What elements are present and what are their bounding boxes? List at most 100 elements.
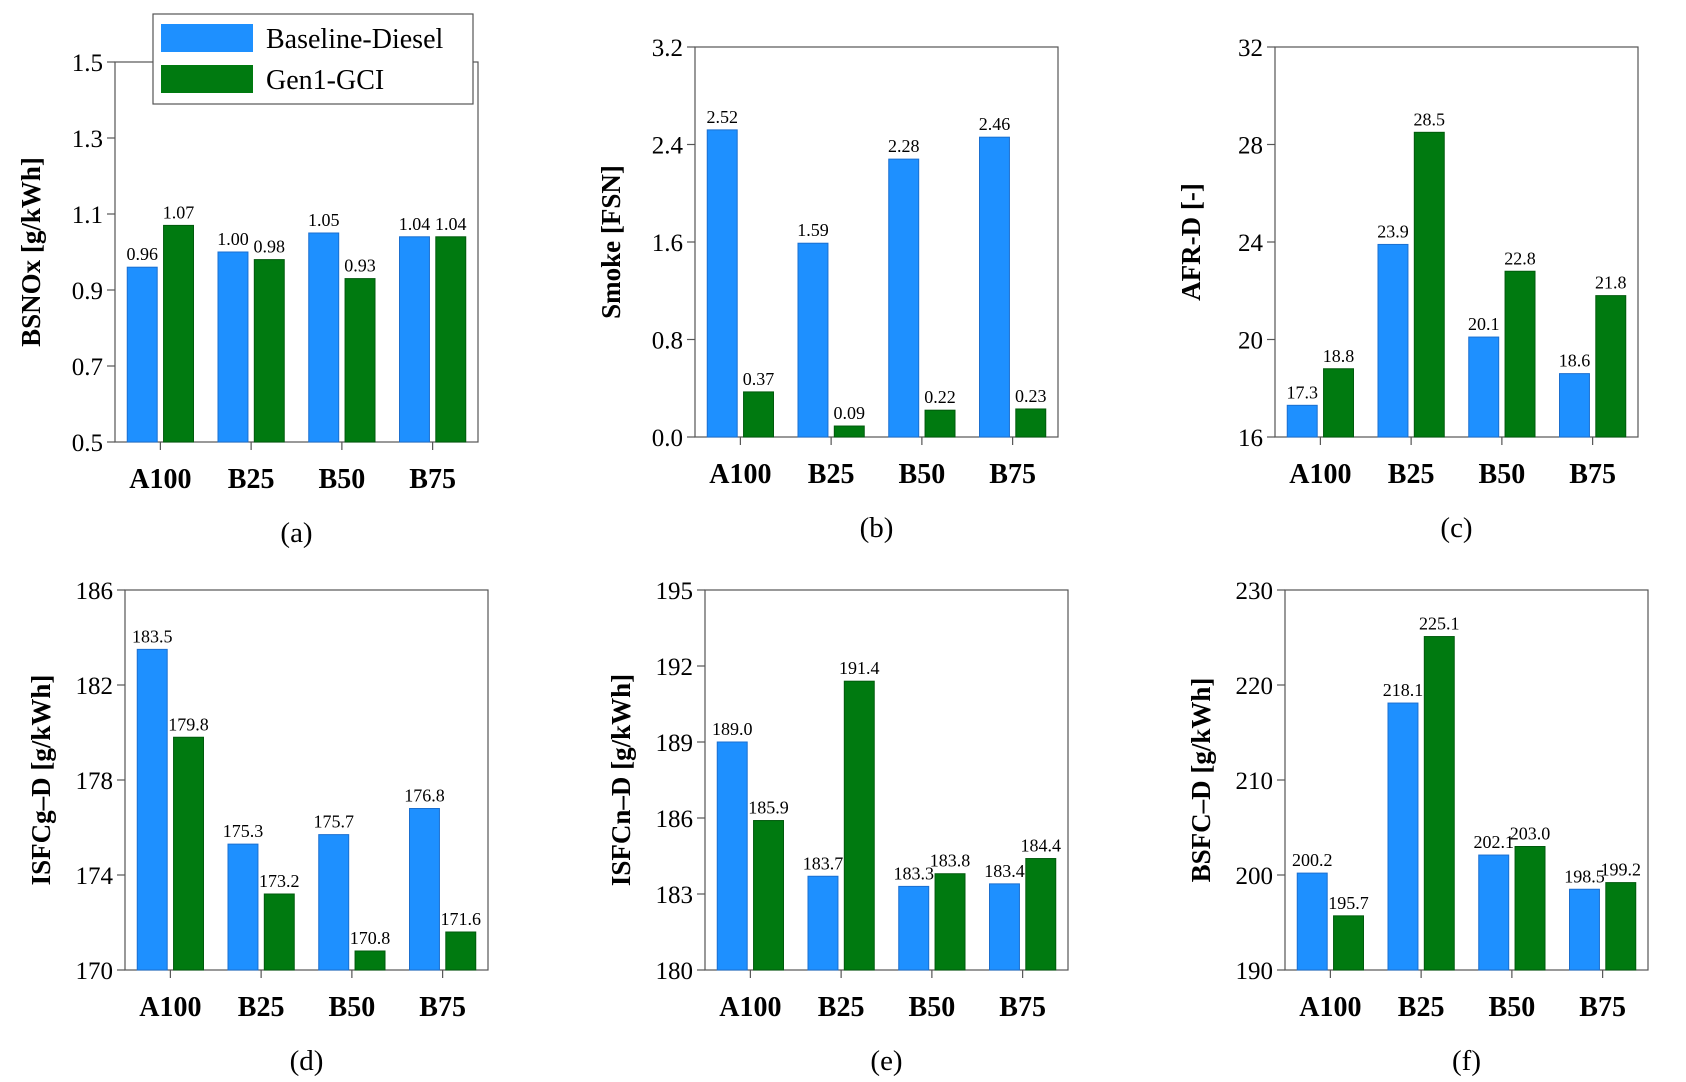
panel-letter: (b) xyxy=(860,512,894,544)
bar-baseline-diesel-b75 xyxy=(989,883,1020,971)
y-tick-label: 186 xyxy=(76,578,114,605)
y-tick-label: 20 xyxy=(1238,328,1263,355)
bar-baseline-diesel-a100 xyxy=(716,741,748,971)
x-category-label: B25 xyxy=(1398,992,1445,1023)
bar-baseline-diesel-b50 xyxy=(898,885,930,971)
data-label: 0.37 xyxy=(743,369,775,389)
x-category-label: B50 xyxy=(1489,992,1536,1023)
y-tick-label: 24 xyxy=(1238,230,1264,257)
data-label: 199.2 xyxy=(1601,860,1642,880)
bar-baseline-diesel-b75 xyxy=(979,136,1010,438)
legend-swatch xyxy=(161,65,253,93)
y-tick-label: 189 xyxy=(656,730,694,757)
bar-baseline-diesel-b50 xyxy=(1468,336,1500,438)
y-tick-label: 174 xyxy=(76,863,114,890)
bar-gen1-gci-b50 xyxy=(924,409,956,438)
data-label: 1.04 xyxy=(399,214,431,234)
data-label: 171.6 xyxy=(441,909,482,929)
bar-gen1-gci-b50 xyxy=(354,950,386,971)
bar-gen1-gci-b25 xyxy=(253,259,285,443)
data-label: 202.1 xyxy=(1473,832,1514,852)
bar-gen1-gci-b25 xyxy=(1423,636,1455,971)
x-category-label: B75 xyxy=(1569,459,1616,490)
panel-letter: (c) xyxy=(1440,512,1472,544)
data-label: 17.3 xyxy=(1286,382,1318,402)
y-tick-label: 1.3 xyxy=(72,126,103,153)
y-axis-label: BSFC–D [g/kWh] xyxy=(1186,678,1216,883)
panel-letter: (e) xyxy=(870,1045,902,1077)
y-tick-label: 3.2 xyxy=(652,35,683,62)
x-category-label: A100 xyxy=(1299,992,1361,1023)
y-tick-label: 182 xyxy=(76,673,114,700)
bar-baseline-diesel-b50 xyxy=(308,232,340,443)
legend-swatch xyxy=(161,24,253,52)
data-label: 183.8 xyxy=(930,851,971,871)
data-label: 1.00 xyxy=(217,229,249,249)
data-label: 184.4 xyxy=(1021,836,1062,856)
y-axis-label: ISFCg–D [g/kWh] xyxy=(26,675,56,886)
data-label: 0.96 xyxy=(126,244,158,264)
bar-baseline-diesel-a100 xyxy=(126,266,158,443)
y-tick-label: 32 xyxy=(1238,35,1263,62)
y-tick-label: 200 xyxy=(1236,863,1274,890)
data-label: 175.7 xyxy=(313,812,354,832)
y-axis-label: BSNOx [g/kWh] xyxy=(16,157,46,347)
data-label: 218.1 xyxy=(1383,680,1424,700)
bar-baseline-diesel-b25 xyxy=(227,843,259,971)
y-axis-label: Smoke [FSN] xyxy=(596,165,626,319)
data-label: 179.8 xyxy=(168,714,209,734)
data-label: 189.0 xyxy=(712,719,753,739)
bar-gen1-gci-b50 xyxy=(1504,270,1536,438)
y-tick-label: 16 xyxy=(1238,425,1263,452)
data-label: 2.52 xyxy=(706,107,738,127)
bar-gen1-gci-a100 xyxy=(743,391,774,438)
data-label: 183.7 xyxy=(803,853,844,873)
bar-baseline-diesel-b50 xyxy=(1478,854,1510,971)
bar-gen1-gci-b75 xyxy=(1025,858,1057,971)
bar-gen1-gci-b50 xyxy=(1514,846,1546,971)
data-label: 20.1 xyxy=(1468,314,1500,334)
y-tick-label: 183 xyxy=(656,882,694,909)
y-tick-label: 190 xyxy=(1236,958,1274,985)
data-label: 18.8 xyxy=(1323,346,1355,366)
y-tick-label: 230 xyxy=(1236,578,1274,605)
x-category-label: B50 xyxy=(319,464,366,495)
y-tick-label: 1.5 xyxy=(72,50,103,77)
bar-gen1-gci-b50 xyxy=(344,278,376,443)
legend-entry-label: Gen1-GCI xyxy=(266,65,384,96)
data-label: 191.4 xyxy=(839,658,880,678)
x-category-label: B50 xyxy=(329,992,376,1023)
y-axis-label: ISFCn–D [g/kWh] xyxy=(606,674,636,886)
chart-panel-6: 190 200 210 220 230 BSFC–D [g/kWh] 200.2 195.7 A… xyxy=(1186,578,1649,1077)
y-tick-label: 195 xyxy=(656,578,694,605)
data-label: 200.2 xyxy=(1292,850,1333,870)
chart-panel-4: 170 174 178 182 186 ISFCg–D [g/kWh] 183.5 179.8… xyxy=(26,578,489,1077)
data-label: 0.23 xyxy=(1015,386,1047,406)
x-category-label: B50 xyxy=(1479,459,1526,490)
x-category-label: B25 xyxy=(808,459,855,490)
y-tick-label: 1.1 xyxy=(72,202,103,229)
data-label: 0.98 xyxy=(254,237,286,257)
data-label: 28.5 xyxy=(1414,109,1446,129)
y-tick-label: 210 xyxy=(1236,768,1274,795)
bar-gen1-gci-a100 xyxy=(1333,915,1364,971)
x-category-label: B75 xyxy=(999,992,1046,1023)
bar-baseline-diesel-a100 xyxy=(136,648,168,971)
data-label: 1.59 xyxy=(797,220,829,240)
x-category-label: A100 xyxy=(709,459,771,490)
bar-baseline-diesel-b25 xyxy=(807,875,839,971)
data-label: 1.04 xyxy=(435,214,467,234)
bar-baseline-diesel-b75 xyxy=(409,808,440,971)
bar-baseline-diesel-b75 xyxy=(399,236,430,443)
data-label: 23.9 xyxy=(1377,221,1409,241)
bar-baseline-diesel-b75 xyxy=(1559,373,1590,438)
bar-gen1-gci-b25 xyxy=(263,893,295,971)
bar-baseline-diesel-b50 xyxy=(888,158,920,438)
bar-gen1-gci-a100 xyxy=(173,736,204,971)
x-category-label: B25 xyxy=(1388,459,1435,490)
x-category-label: A100 xyxy=(719,992,781,1023)
y-tick-label: 1.6 xyxy=(652,230,683,257)
bar-gen1-gci-b75 xyxy=(445,931,477,971)
chart-panel-3: 16 20 24 28 32 AFR-D [-] 17.318.8 A100 23.9 28.5 B… xyxy=(1176,35,1639,544)
x-category-label: A100 xyxy=(1289,459,1351,490)
